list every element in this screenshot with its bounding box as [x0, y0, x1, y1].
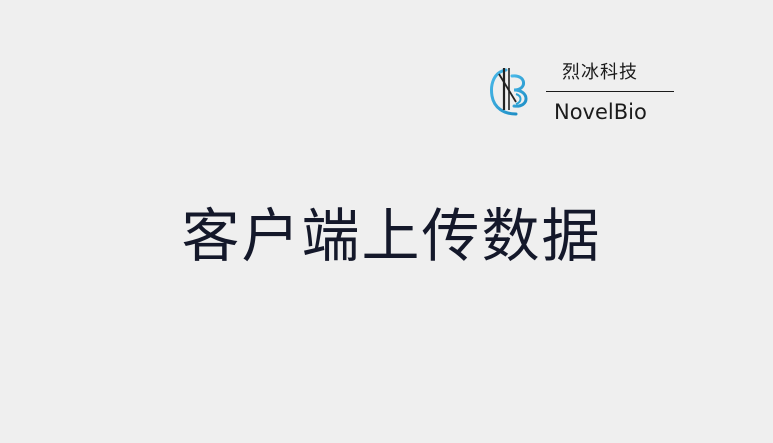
slide-title: 客户端上传数据 — [181, 202, 602, 270]
brand-divider — [546, 91, 674, 92]
brand-english-name: NovelBio — [554, 100, 647, 124]
brand-chinese-name: 烈冰科技 — [562, 62, 638, 83]
brand-logo: 烈冰科技 NovelBio — [486, 58, 686, 134]
novelbio-logo-icon — [490, 68, 528, 116]
